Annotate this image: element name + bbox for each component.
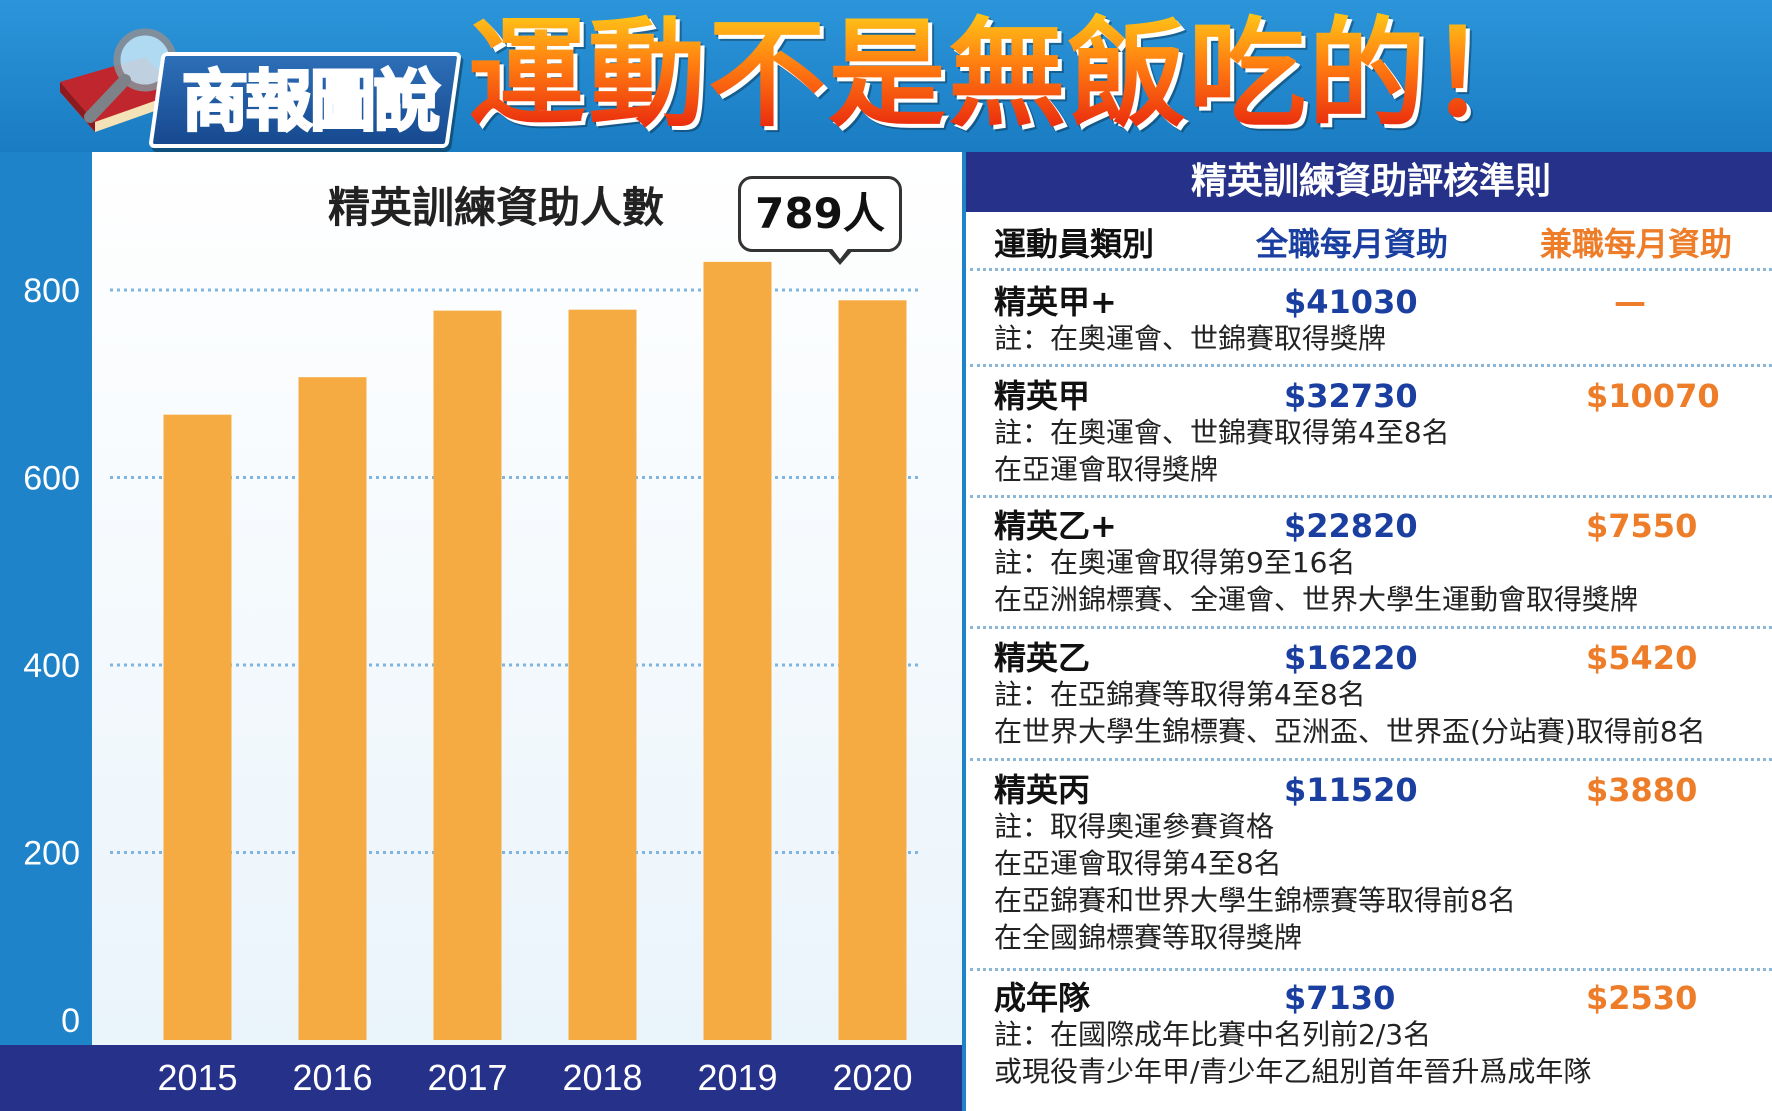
- x-tick-label: 2017: [427, 1057, 507, 1098]
- row-name: 精英乙+: [994, 507, 1117, 545]
- value-callout: 789人: [738, 176, 902, 252]
- col-header-part-time: 兼職每月資助: [1540, 225, 1733, 263]
- row-note: 或現役青少年甲/青少年乙組別首年晉升爲成年隊: [994, 1055, 1592, 1088]
- row-part-amount: —: [1614, 283, 1646, 321]
- row-part-amount: $10070: [1586, 377, 1720, 415]
- row-full-amount: $22820: [1284, 507, 1418, 545]
- row-full-amount: $41030: [1284, 283, 1418, 321]
- row-note: 註：在國際成年比賽中名列前2/3名: [994, 1018, 1432, 1051]
- row-note: 註：在亞錦賽等取得第4至8名: [994, 678, 1366, 711]
- row-part-amount: $5420: [1586, 639, 1698, 677]
- row-name: 精英乙: [994, 639, 1091, 677]
- row-name: 精英丙: [994, 771, 1091, 809]
- criteria-table: 精英訓練資助評核準則 運動員類別 全職每月資助 兼職每月資助 精英甲+ $410…: [962, 152, 1772, 1111]
- divider: [970, 268, 1772, 271]
- row-note: 在亞運會取得第4至8名: [994, 847, 1282, 880]
- row-name: 精英甲: [994, 377, 1091, 415]
- chart-panel: [92, 152, 962, 1045]
- row-note: 註：在奧運會取得第9至16名: [994, 546, 1356, 579]
- x-tick-label: 2015: [157, 1057, 237, 1098]
- row-name: 成年隊: [994, 979, 1091, 1017]
- y-tick-label: 0: [61, 1002, 80, 1040]
- divider: [970, 495, 1772, 498]
- row-note: 在亞錦賽和世界大學生錦標賽等取得前8名: [994, 884, 1516, 917]
- bar: [568, 309, 637, 1040]
- badge: 商報圖說: [50, 22, 462, 152]
- row-note: 註：在奧運會、世錦賽取得獎牌: [994, 322, 1387, 355]
- divider: [970, 364, 1772, 367]
- y-tick-label: 800: [23, 272, 80, 310]
- row-note: 在亞運會取得獎牌: [994, 453, 1219, 486]
- row-note: 註：取得奧運參賽資格: [994, 810, 1275, 843]
- divider: [970, 968, 1772, 971]
- row-note: 在全國錦標賽等取得獎牌: [994, 921, 1303, 954]
- row-note: 註：在奧運會、世錦賽取得第4至8名: [994, 416, 1450, 449]
- row-full-amount: $32730: [1284, 377, 1418, 415]
- headline: 運動不是無飯吃的！: [468, 5, 1549, 143]
- x-tick-label: 2018: [562, 1057, 642, 1098]
- row-note: 在世界大學生錦標賽、亞洲盃、世界盃(分站賽)取得前8名: [994, 715, 1706, 748]
- row-part-amount: $7550: [1586, 507, 1698, 545]
- row-full-amount: $7130: [1284, 979, 1396, 1017]
- row-full-amount: $16220: [1284, 639, 1418, 677]
- x-tick-label: 2020: [832, 1057, 912, 1098]
- chart-title: 精英訓練資助人數: [328, 183, 665, 232]
- callout-tail: [826, 246, 854, 265]
- col-header-category: 運動員類別: [994, 225, 1155, 263]
- row-full-amount: $11520: [1284, 771, 1418, 809]
- row-part-amount: $3880: [1586, 771, 1698, 809]
- badge-label: 商報圖說: [181, 61, 442, 142]
- x-tick-label: 2019: [697, 1057, 777, 1098]
- row-note: 在亞洲錦標賽、全運會、世界大學生運動會取得獎牌: [994, 583, 1639, 616]
- divider: [970, 758, 1772, 761]
- book-magnifier-icon: [60, 28, 180, 132]
- col-header-full-time: 全職每月資助: [1256, 225, 1449, 263]
- x-axis-band: [0, 1045, 962, 1111]
- row-part-amount: $2530: [1586, 979, 1698, 1017]
- bar: [433, 310, 502, 1040]
- bar: [163, 414, 232, 1040]
- header-banner: 商報圖說 運動不是無飯吃的！: [0, 0, 1772, 152]
- bar-chart: 0 200 400 600 800 2015 2016 2017 2018 2019 2020: [23, 261, 920, 1098]
- x-tick-label: 2016: [292, 1057, 372, 1098]
- bar: [703, 261, 772, 1040]
- y-tick-label: 600: [23, 460, 80, 498]
- bar: [838, 300, 907, 1040]
- y-tick-label: 400: [23, 647, 80, 685]
- bar: [298, 377, 367, 1040]
- table-title: 精英訓練資助評核準則: [966, 152, 1772, 212]
- row-name: 精英甲+: [994, 283, 1117, 321]
- divider: [970, 626, 1772, 629]
- y-tick-label: 200: [23, 835, 80, 873]
